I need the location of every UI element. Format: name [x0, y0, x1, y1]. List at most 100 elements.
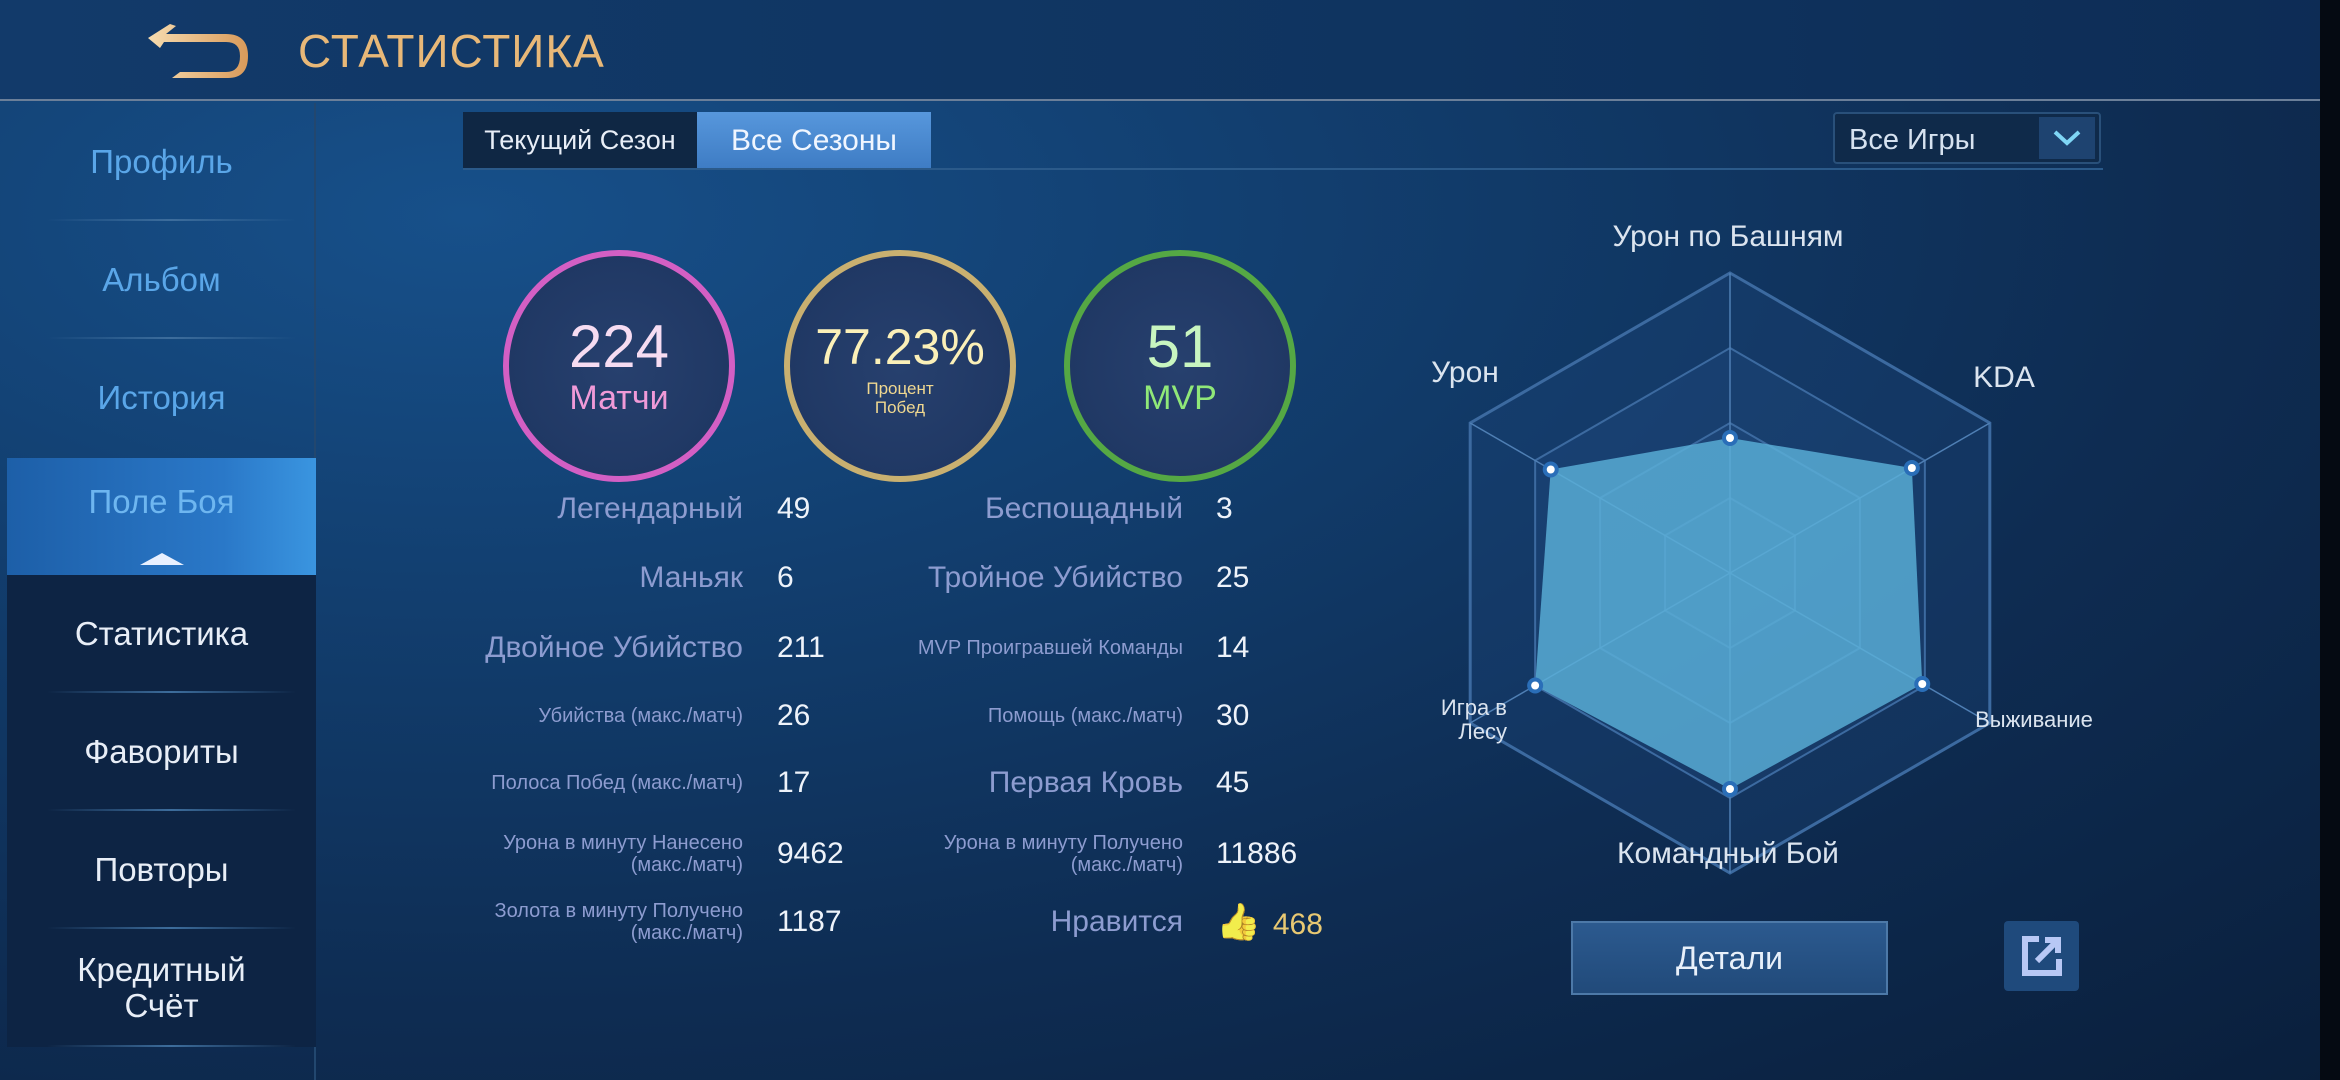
- divider: [463, 168, 2103, 170]
- winrate-badge: 77.23% Процент Побед: [784, 250, 1016, 482]
- stat-label: Золота в минуту Получено (макс./матч): [494, 900, 744, 944]
- likes-count: 468: [1272, 908, 1323, 941]
- stat-value: 45: [1216, 766, 1250, 799]
- radar-data-point-core: [1907, 464, 1916, 472]
- sidebar-item-battlefield[interactable]: Поле Боя: [7, 458, 316, 575]
- sidebar-item-label: История: [97, 379, 226, 416]
- radar-data-area: [1535, 438, 1923, 789]
- sidebar-item-label: Статистика: [74, 615, 249, 652]
- screen-edge: [2320, 0, 2340, 1080]
- radar-axis-line: [1729, 422, 1991, 574]
- header: СТАТИСТИКА: [0, 0, 2340, 101]
- tab-current-season[interactable]: Текущий Сезон: [463, 112, 697, 169]
- thumbs-up-icon: 👍: [1216, 901, 1261, 942]
- stat-label: Тройное Убийство: [927, 561, 1183, 594]
- stat-label: MVP Проигравшей Команды: [917, 637, 1183, 659]
- radar-grid-ring: [1534, 346, 1926, 800]
- likes: 👍 468: [1216, 901, 1323, 943]
- mvp-label: MVP: [1143, 378, 1217, 417]
- winrate-label: Процент Побед: [866, 379, 934, 417]
- chevron-down-icon: [2039, 117, 2095, 159]
- stat-value: 49: [777, 492, 811, 525]
- radar-data-point: [1722, 781, 1738, 797]
- radar-data-point: [1542, 461, 1559, 478]
- stat-label: Нравится: [1050, 905, 1183, 938]
- sidebar-item-label: Повторы: [94, 851, 229, 888]
- matches-value: 224: [568, 312, 670, 380]
- stat-label: Убийства (макс./матч): [538, 705, 743, 727]
- game-mode-dropdown[interactable]: Все Игры: [1833, 112, 2101, 164]
- stat-value: 9462: [777, 837, 844, 870]
- sidebar-item-label: Профиль: [90, 143, 233, 180]
- sidebar-item-profile[interactable]: Профиль: [7, 103, 316, 221]
- sidebar: Профиль Альбом История Поле Боя Статисти…: [0, 103, 316, 1080]
- radar-axis-label: Выживание: [1975, 707, 2093, 732]
- tab-all-seasons[interactable]: Все Сезоны: [697, 112, 931, 169]
- radar-data-point: [1527, 677, 1544, 694]
- sidebar-item-replays[interactable]: Повторы: [7, 811, 316, 929]
- winrate-value: 77.23%: [815, 319, 985, 375]
- stat-label: Беспощадный: [984, 492, 1183, 525]
- radar-grid-ring: [1599, 421, 1861, 725]
- stat-value: 26: [777, 699, 811, 732]
- radar-grid-ring: [1468, 271, 1992, 875]
- sidebar-item-label: Альбом: [102, 261, 221, 298]
- radar-data-point-core: [1726, 785, 1734, 793]
- stat-value: 14: [1216, 631, 1250, 664]
- radar-data-point-core: [1918, 680, 1927, 688]
- sidebar-item-history[interactable]: История: [7, 339, 316, 457]
- back-button[interactable]: [140, 20, 250, 78]
- stat-label: Полоса Побед (макс./матч): [491, 772, 743, 794]
- stat-label: Двойное Убийство: [485, 631, 743, 664]
- season-tabs: Текущий Сезон Все Сезоны: [463, 112, 931, 169]
- radar-data-point-core: [1546, 465, 1555, 474]
- mvp-value: 51: [1146, 312, 1214, 380]
- stat-value: 1187: [777, 905, 842, 938]
- details-button[interactable]: Детали: [1571, 921, 1888, 995]
- share-button[interactable]: [2004, 921, 2079, 991]
- radar-data-point: [1722, 430, 1738, 446]
- radar-axis-line: [1469, 572, 1731, 724]
- page-title: СТАТИСТИКА: [298, 25, 605, 77]
- radar-axis-label: Урон: [1431, 356, 1499, 389]
- stat-label: Урона в минуту Нанесено (макс./матч): [503, 832, 743, 876]
- stat-value: 30: [1216, 699, 1250, 732]
- sidebar-item-favorites[interactable]: Фавориты: [7, 693, 316, 811]
- sidebar-item-label: Поле Боя: [88, 482, 235, 520]
- chevron-up-icon: [139, 553, 184, 565]
- radar-data-point: [1903, 460, 1920, 476]
- radar-axis-label: Игра в Лесу: [1440, 695, 1507, 744]
- radar-grid-ring: [1664, 496, 1796, 650]
- radar-axis-label: Командный Бой: [1617, 837, 1839, 870]
- sidebar-item-label: Фавориты: [84, 733, 239, 770]
- stat-value: 211: [777, 631, 825, 664]
- matches-badge: 224 Матчи: [503, 250, 735, 482]
- radar-axis-label: Урон по Башням: [1612, 220, 1844, 253]
- stat-value: 3: [1216, 492, 1233, 525]
- external-link-icon: [2021, 936, 2062, 976]
- radar-axis-line: [1469, 422, 1731, 574]
- radar-data-point: [1914, 676, 1931, 692]
- stat-value: 17: [777, 766, 811, 799]
- radar-axis-label: KDA: [1973, 361, 2035, 394]
- stat-label: Помощь (макс./матч): [987, 705, 1183, 727]
- sidebar-item-statistics[interactable]: Статистика: [7, 575, 316, 693]
- radar-data-point-core: [1726, 434, 1734, 442]
- sidebar-item-credit-score[interactable]: Кредитный Счёт: [7, 929, 316, 1047]
- stat-value: 25: [1216, 561, 1250, 594]
- stat-value: 6: [777, 561, 794, 594]
- sidebar-item-label: Кредитный Счёт: [77, 951, 246, 1024]
- sidebar-item-album[interactable]: Альбом: [7, 221, 316, 339]
- radar-data-point-core: [1531, 681, 1540, 690]
- stat-label: Урона в минуту Получено (макс./матч): [943, 832, 1183, 876]
- dropdown-value: Все Игры: [1849, 124, 1976, 156]
- stat-label: Легендарный: [557, 492, 743, 525]
- stat-value: 11886: [1216, 837, 1298, 870]
- stat-label: Первая Кровь: [988, 766, 1183, 799]
- matches-label: Матчи: [569, 378, 669, 417]
- mvp-badge: 51 MVP: [1064, 250, 1296, 482]
- back-arrow-icon: [148, 24, 248, 78]
- stat-label: Маньяк: [639, 561, 743, 594]
- radar-axis-line: [1729, 572, 1991, 724]
